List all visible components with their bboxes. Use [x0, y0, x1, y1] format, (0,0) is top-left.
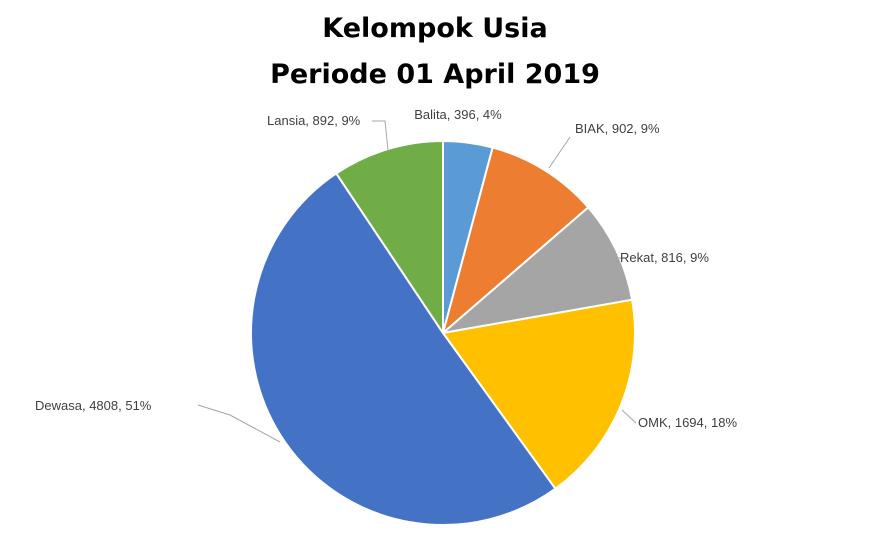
pie-slices — [250, 139, 636, 526]
data-labels: Balita, 396, 4% BIAK, 902, 9% Rekat, 816, … — [35, 107, 737, 430]
pie-slice-biak — [441, 146, 590, 336]
chart-subtitle: Periode 01 April 2019 — [270, 59, 600, 90]
chart-title: Kelompok Usia — [322, 13, 548, 44]
pie-slice-omk — [441, 298, 636, 491]
leader-line-biak — [548, 136, 571, 169]
leader-line-omk — [621, 409, 637, 424]
data-label-rekat: Rekat, 816, 9% — [620, 250, 709, 265]
leader-line-dewasa — [197, 404, 281, 443]
chart-title-block: Kelompok Usia Periode 01 April 2019 — [0, 6, 870, 98]
data-label-dewasa: Dewasa, 4808, 51% — [35, 398, 152, 413]
leader-lines — [197, 120, 637, 443]
data-label-balita: Balita, 396, 4% — [414, 107, 502, 122]
pie-slice-rekat — [439, 205, 634, 335]
pie-slice-dewasa — [250, 172, 557, 526]
data-label-lansia: Lansia, 892, 9% — [267, 113, 361, 128]
pie-slice-lansia — [334, 139, 444, 337]
data-label-omk: OMK, 1694, 18% — [638, 415, 737, 430]
leader-line-lansia — [372, 120, 389, 151]
data-label-biak: BIAK, 902, 9% — [575, 121, 660, 136]
